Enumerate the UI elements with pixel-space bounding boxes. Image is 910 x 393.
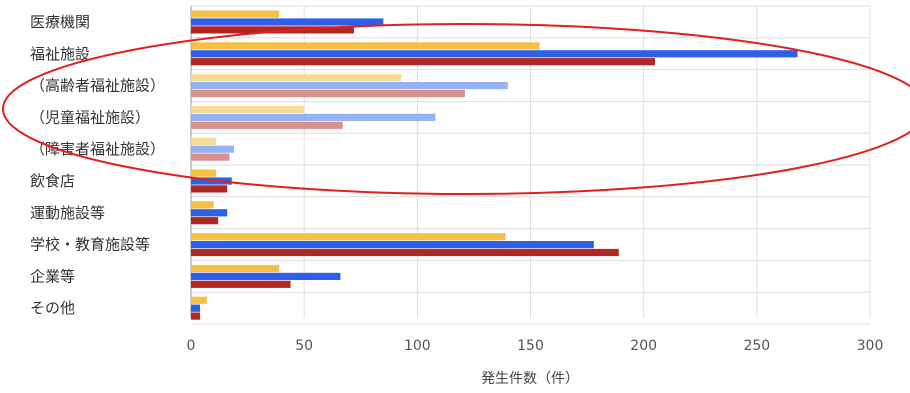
category-label: 運動施設等 [30, 204, 105, 222]
x-tick-label: 100 [404, 338, 431, 354]
category-label: （障害者福祉施設） [30, 140, 165, 158]
category-label: （高齢者福祉施設） [30, 77, 165, 95]
bar [191, 42, 540, 50]
category-label: 飲食店 [30, 172, 75, 190]
bar [191, 217, 219, 225]
x-tick-label: 0 [187, 338, 196, 354]
bar [191, 82, 508, 90]
bar [191, 169, 216, 177]
category-label: その他 [30, 299, 75, 317]
bar [191, 74, 402, 82]
bar [191, 185, 228, 193]
bar [191, 248, 619, 257]
bar [191, 153, 230, 161]
bar [191, 241, 594, 249]
bar [191, 312, 201, 320]
x-tick-label: 150 [517, 338, 544, 354]
category-label: 学校・教育施設等 [30, 236, 150, 254]
grid-lines [190, 5, 871, 325]
bar [191, 209, 228, 217]
bar [191, 58, 655, 66]
bar [191, 10, 280, 18]
bar [191, 18, 384, 26]
category-label: （児童福祉施設） [30, 108, 150, 126]
x-tick-label: 50 [295, 338, 313, 354]
bar [191, 233, 506, 241]
bar [191, 26, 354, 34]
bar [191, 145, 235, 153]
bar [191, 105, 305, 114]
bar [191, 264, 280, 273]
category-label: 企業等 [30, 267, 75, 285]
category-label: 福祉施設 [30, 45, 90, 63]
bar [191, 89, 465, 98]
bar [191, 113, 436, 121]
bar [191, 121, 343, 129]
x-tick-label: 300 [857, 338, 884, 354]
bar [191, 296, 207, 304]
x-axis-title: 発生件数（件） [481, 371, 579, 387]
bar [191, 304, 201, 312]
x-tick-label: 250 [743, 338, 770, 354]
bar [191, 272, 341, 280]
highlight-ellipse [2, 23, 910, 195]
category-label: 医療機関 [30, 13, 90, 31]
bar [191, 201, 214, 209]
bar [191, 50, 798, 58]
bar [191, 137, 216, 145]
x-tick-labels: 0 50 100 150 200 250 300 [187, 338, 884, 354]
bar [191, 280, 291, 288]
x-tick-label: 200 [630, 338, 657, 354]
